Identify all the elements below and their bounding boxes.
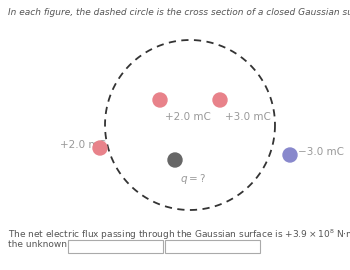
Circle shape	[153, 93, 167, 107]
Circle shape	[93, 141, 107, 155]
Bar	[165, 240, 260, 253]
Text: In each figure, the dashed circle is the cross section of a closed Gaussian surf: In each figure, the dashed circle is the…	[8, 8, 350, 17]
Text: The net electric flux passing through the Gaussian surface is $+3.9 \times 10^{8: The net electric flux passing through th…	[8, 228, 350, 242]
Text: +2.0 mC: +2.0 mC	[165, 112, 211, 122]
Circle shape	[213, 93, 227, 107]
Text: −3.0 mC: −3.0 mC	[298, 147, 344, 157]
Text: +3.0 mC: +3.0 mC	[225, 112, 271, 122]
Text: +2.0 mC: +2.0 mC	[60, 140, 106, 150]
Circle shape	[168, 153, 182, 167]
Text: $q=?$: $q=?$	[180, 172, 206, 186]
Circle shape	[283, 148, 297, 162]
Text: the unknown charge?: the unknown charge?	[8, 240, 106, 249]
Bar	[68, 240, 163, 253]
